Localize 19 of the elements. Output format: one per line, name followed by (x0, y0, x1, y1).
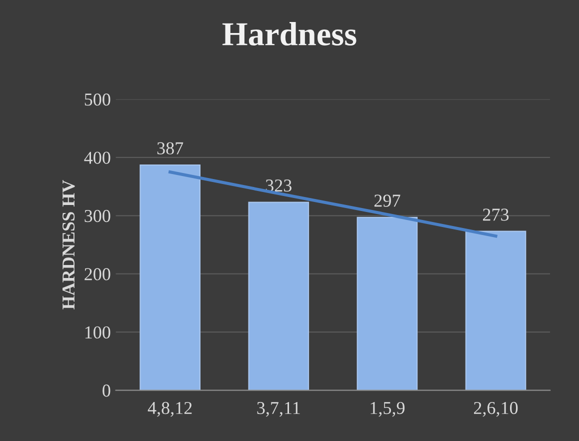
x-tick-label: 3,7,11 (257, 402, 300, 417)
y-tick-label: 500 (84, 93, 110, 106)
bar (248, 202, 310, 390)
data-label: 273 (483, 208, 509, 221)
x-tick-label: 2,6,10 (474, 402, 518, 417)
chart-title: Hardness (222, 22, 356, 46)
y-tick-label: 300 (84, 210, 110, 222)
x-tick-label: 4,8,12 (148, 402, 192, 417)
y-tick-label: 400 (84, 152, 110, 164)
data-label: 387 (157, 142, 184, 154)
bar (465, 230, 526, 390)
y-axis-title: HARDNESS HV (62, 180, 75, 310)
x-tick-label: 1,5,9 (370, 402, 405, 417)
bar (356, 216, 418, 390)
y-tick-label: 100 (85, 326, 110, 339)
data-label: 297 (374, 194, 400, 207)
y-tick-label: 0 (102, 384, 110, 397)
y-tick-label: 200 (84, 268, 110, 280)
bar (140, 164, 200, 390)
